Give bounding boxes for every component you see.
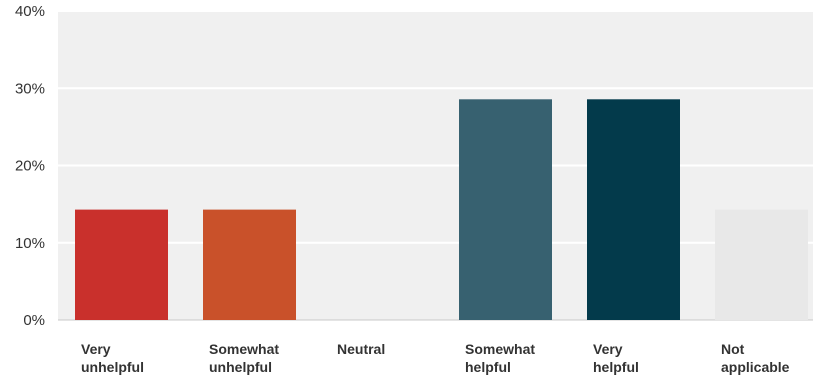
x-category-label: Neutral xyxy=(337,341,385,357)
x-category-label: Somewhat unhelpful xyxy=(209,341,279,375)
x-category-label: Somewhat helpful xyxy=(465,341,535,375)
bars xyxy=(75,99,808,320)
y-tick-label: 0% xyxy=(23,312,45,329)
bar xyxy=(75,209,168,320)
y-axis-tick-labels: 0% 10% 20% 30% 40% xyxy=(15,3,45,329)
x-category-label: Very unhelpful xyxy=(81,341,144,375)
bar xyxy=(715,209,808,320)
y-tick-label: 20% xyxy=(15,158,45,175)
bar xyxy=(587,99,680,320)
bar xyxy=(459,99,552,320)
y-tick-label: 10% xyxy=(15,235,45,252)
gridlines xyxy=(58,10,813,321)
x-category-label: Very helpful xyxy=(593,341,639,375)
x-category-label: Not applicable xyxy=(721,341,790,375)
y-tick-label: 30% xyxy=(15,80,45,97)
bar xyxy=(203,209,296,320)
x-axis-category-labels: Very unhelpful Somewhat unhelpful Neutral Som… xyxy=(81,341,790,375)
y-tick-label: 40% xyxy=(15,3,45,20)
